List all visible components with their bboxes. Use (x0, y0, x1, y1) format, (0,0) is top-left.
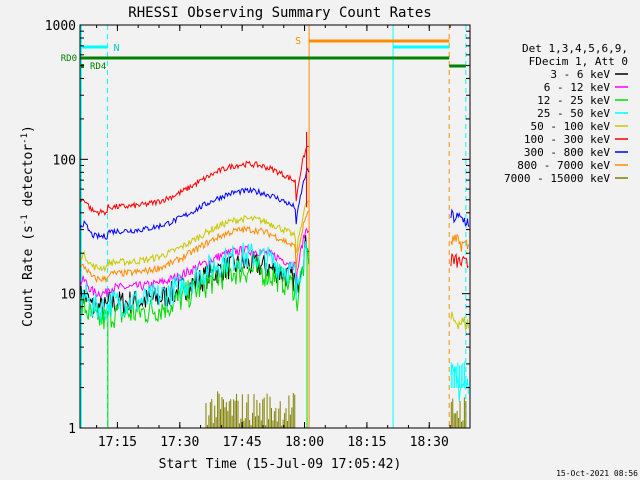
y-tick-label-3: 1000 (45, 19, 76, 34)
plot-frame (79, 24, 471, 429)
x-axis-label: Start Time (15-Jul-09 17:05:42) (159, 457, 402, 472)
y-tick-label-0: 1 (68, 422, 76, 437)
x-tick-label-1: 17:30 (160, 435, 199, 450)
y-tick-label-1: 10 (60, 288, 76, 303)
plot-traces (80, 25, 469, 428)
series-line-post-7 (450, 233, 469, 252)
y-axis-label-part2: detector (21, 144, 36, 215)
y-axis-label-part: Count Rate (s (21, 225, 36, 327)
x-tick-label-3: 18:00 (285, 435, 324, 450)
x-tick-label-0: 17:15 (98, 435, 137, 450)
x-tick-label-4: 18:15 (347, 435, 386, 450)
series-line-post-6 (450, 208, 469, 227)
y-axis-label-exp1: -1 (20, 214, 30, 225)
series-line-3 (80, 241, 310, 323)
x-tick-label-2: 17:45 (223, 435, 262, 450)
flag-label-n: N (113, 43, 119, 54)
legend-label-7: 800 - 7000 keV (517, 159, 610, 172)
x-tick-label-5: 18:30 (410, 435, 449, 450)
flag-label-rd4: RD4 (90, 62, 106, 72)
axes: 17:15 17:30 17:45 18:00 18:15 18:30 1 10 100 1000 (45, 19, 470, 450)
plot-area: N S RD0 RD4 (61, 25, 469, 428)
legend: Det 1,3,4,5,6,9,FDecim 1, Att 03 - 6 keV… (504, 42, 628, 185)
series-line-post-4 (450, 311, 469, 331)
legend-label-4: 50 - 100 keV (531, 120, 611, 133)
flag-label-rd0: RD0 (61, 54, 77, 64)
legend-label-5: 100 - 300 keV (524, 133, 610, 146)
legend-label-2: 12 - 25 keV (537, 94, 610, 107)
y-tick-label-2: 100 (53, 153, 76, 168)
series-line-4 (80, 200, 310, 273)
footer-date: 15-Oct-2021 08:56 (556, 469, 638, 478)
y-axis-label-exp2: -1 (20, 133, 30, 144)
legend-label-3: 25 - 50 keV (537, 107, 610, 120)
series-line-7 (80, 210, 309, 284)
series-line-post-5 (450, 252, 469, 269)
legend-header-1: FDecim 1, Att 0 (529, 55, 628, 68)
y-axis-label-close: ) (21, 125, 36, 133)
y-axis-label: Count Rate (s-1 detector-1) (20, 125, 36, 327)
legend-header-0: Det 1,3,4,5,6,9, (522, 42, 628, 55)
legend-label-1: 6 - 12 keV (544, 81, 611, 94)
legend-label-8: 7000 - 15000 keV (504, 172, 610, 185)
series-line-1 (80, 227, 310, 298)
flag-marker-rd4 (81, 64, 84, 68)
legend-label-0: 3 - 6 keV (550, 68, 610, 81)
series-line-6 (80, 167, 310, 241)
chart-title: RHESSI Observing Summary Count Rates (128, 5, 431, 21)
series-line-post-3 (450, 364, 469, 402)
series-line-5 (80, 145, 309, 217)
legend-label-6: 300 - 800 keV (524, 146, 610, 159)
flag-label-s: S (295, 36, 301, 47)
